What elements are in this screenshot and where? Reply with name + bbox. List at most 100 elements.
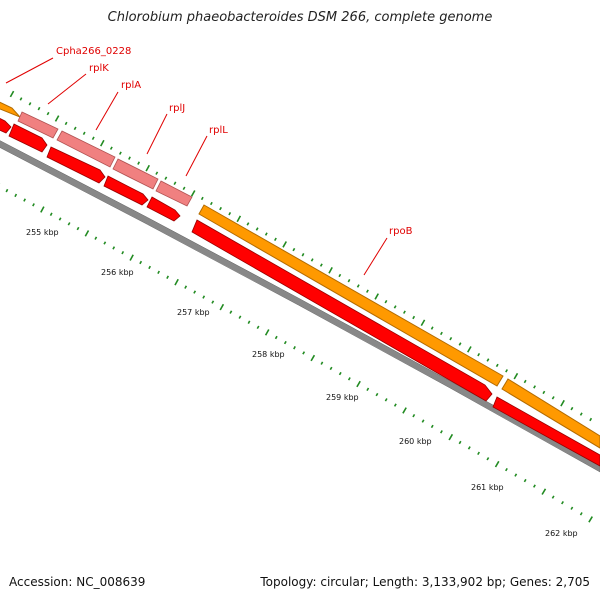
orange-track-segment-left: [0, 101, 21, 118]
tick-mark: [356, 380, 361, 388]
tick-mark: [238, 315, 242, 319]
tick-mark: [118, 151, 122, 155]
red-arrow-rpob: [191, 219, 493, 402]
gene-label-rpob: rpoB: [389, 226, 413, 237]
tick-mark: [393, 403, 397, 407]
tick-mark: [91, 136, 95, 140]
tick-mark: [255, 227, 259, 231]
tick-mark: [403, 310, 406, 314]
tick-mark: [274, 335, 278, 340]
tick-mark: [184, 285, 188, 289]
tick-mark: [430, 326, 434, 330]
tick-mark: [402, 407, 407, 414]
leader-rpll: [185, 135, 208, 177]
tick-mark: [301, 253, 305, 257]
tick-mark: [129, 254, 134, 261]
gene-label-rpll: rplL: [209, 125, 228, 136]
tick-mark: [40, 206, 45, 213]
tick-mark: [319, 263, 323, 267]
red-arrow-rpla: [46, 146, 106, 184]
tick-mark: [449, 337, 453, 341]
tick-mark: [505, 369, 508, 373]
tick-mark: [551, 396, 555, 400]
tick-mark: [347, 377, 351, 381]
red-arrow-right: [492, 396, 600, 467]
tick-mark: [293, 346, 296, 350]
red-arrow-cpha266-0228: [0, 118, 12, 134]
tick-mark: [412, 414, 416, 418]
tick-mark: [145, 164, 151, 172]
tick-mark: [219, 206, 222, 211]
red-arrow-rpll: [146, 196, 181, 222]
scale-label-261: 261 kbp: [471, 483, 504, 492]
scale-label-260: 260 kbp: [399, 437, 432, 446]
tick-mark: [58, 217, 62, 221]
tick-mark: [173, 181, 177, 185]
tick-mark: [514, 473, 518, 477]
tick-mark: [164, 176, 168, 180]
tick-mark: [533, 484, 536, 488]
tick-mark: [505, 467, 508, 472]
tick-mark: [366, 289, 369, 293]
tick-mark: [103, 241, 107, 245]
tick-mark: [328, 267, 333, 274]
red-arrow-rplk: [8, 123, 48, 153]
tick-mark: [541, 488, 547, 495]
tick-mark: [37, 106, 41, 111]
tick-mark: [329, 366, 333, 371]
leader-rplk: [47, 73, 87, 105]
tick-mark: [384, 398, 388, 402]
scale-label-259: 259 kbp: [326, 393, 359, 402]
tick-mark: [477, 353, 481, 357]
pink-track-rplk: [17, 111, 59, 139]
scale-label-255: 255 kbp: [26, 228, 59, 237]
tick-mark: [139, 260, 143, 265]
tick-mark: [229, 310, 233, 314]
tick-mark: [174, 278, 179, 286]
tick-mark: [551, 495, 555, 499]
scale-label-258: 258 kbp: [252, 350, 285, 359]
tick-mark: [155, 171, 159, 175]
tick-mark: [477, 451, 480, 455]
pink-track-rpla: [56, 130, 116, 168]
tick-mark: [412, 315, 416, 320]
tick-mark: [94, 236, 98, 240]
leader-rpob: [363, 237, 388, 276]
tick-mark: [112, 246, 116, 250]
tick-mark: [533, 385, 536, 389]
tick-mark: [67, 222, 71, 226]
tick-mark: [247, 320, 251, 324]
tick-mark: [109, 146, 113, 150]
tick-mark: [338, 371, 342, 376]
tick-mark: [356, 284, 360, 288]
tick-mark: [121, 251, 125, 255]
tick-mark: [32, 203, 35, 207]
tick-mark: [310, 258, 314, 262]
tick-mark: [420, 319, 426, 327]
tick-mark: [193, 290, 197, 294]
tick-mark: [282, 241, 287, 248]
orange-track-segment-rpob: [198, 204, 504, 387]
tick-mark: [458, 440, 462, 445]
tick-mark: [274, 237, 277, 241]
tick-mark: [128, 156, 131, 160]
tick-mark: [561, 500, 564, 505]
tick-mark: [200, 196, 204, 201]
tick-mark: [513, 372, 519, 380]
gene-label-rplj: rplJ: [169, 103, 185, 114]
tick-mark: [338, 273, 342, 278]
tick-mark: [99, 139, 105, 147]
tick-mark: [302, 351, 306, 355]
tick-mark: [374, 293, 379, 300]
tick-mark: [440, 331, 443, 336]
tick-mark: [228, 212, 232, 216]
tick-mark: [28, 102, 32, 106]
tick-marks: [0, 90, 593, 523]
tick-mark: [347, 279, 351, 283]
tick-mark: [64, 121, 68, 126]
tick-mark: [236, 215, 242, 223]
tick-mark: [494, 460, 500, 468]
tick-mark: [23, 198, 27, 202]
tick-mark: [467, 446, 471, 450]
tick-mark: [14, 193, 18, 198]
